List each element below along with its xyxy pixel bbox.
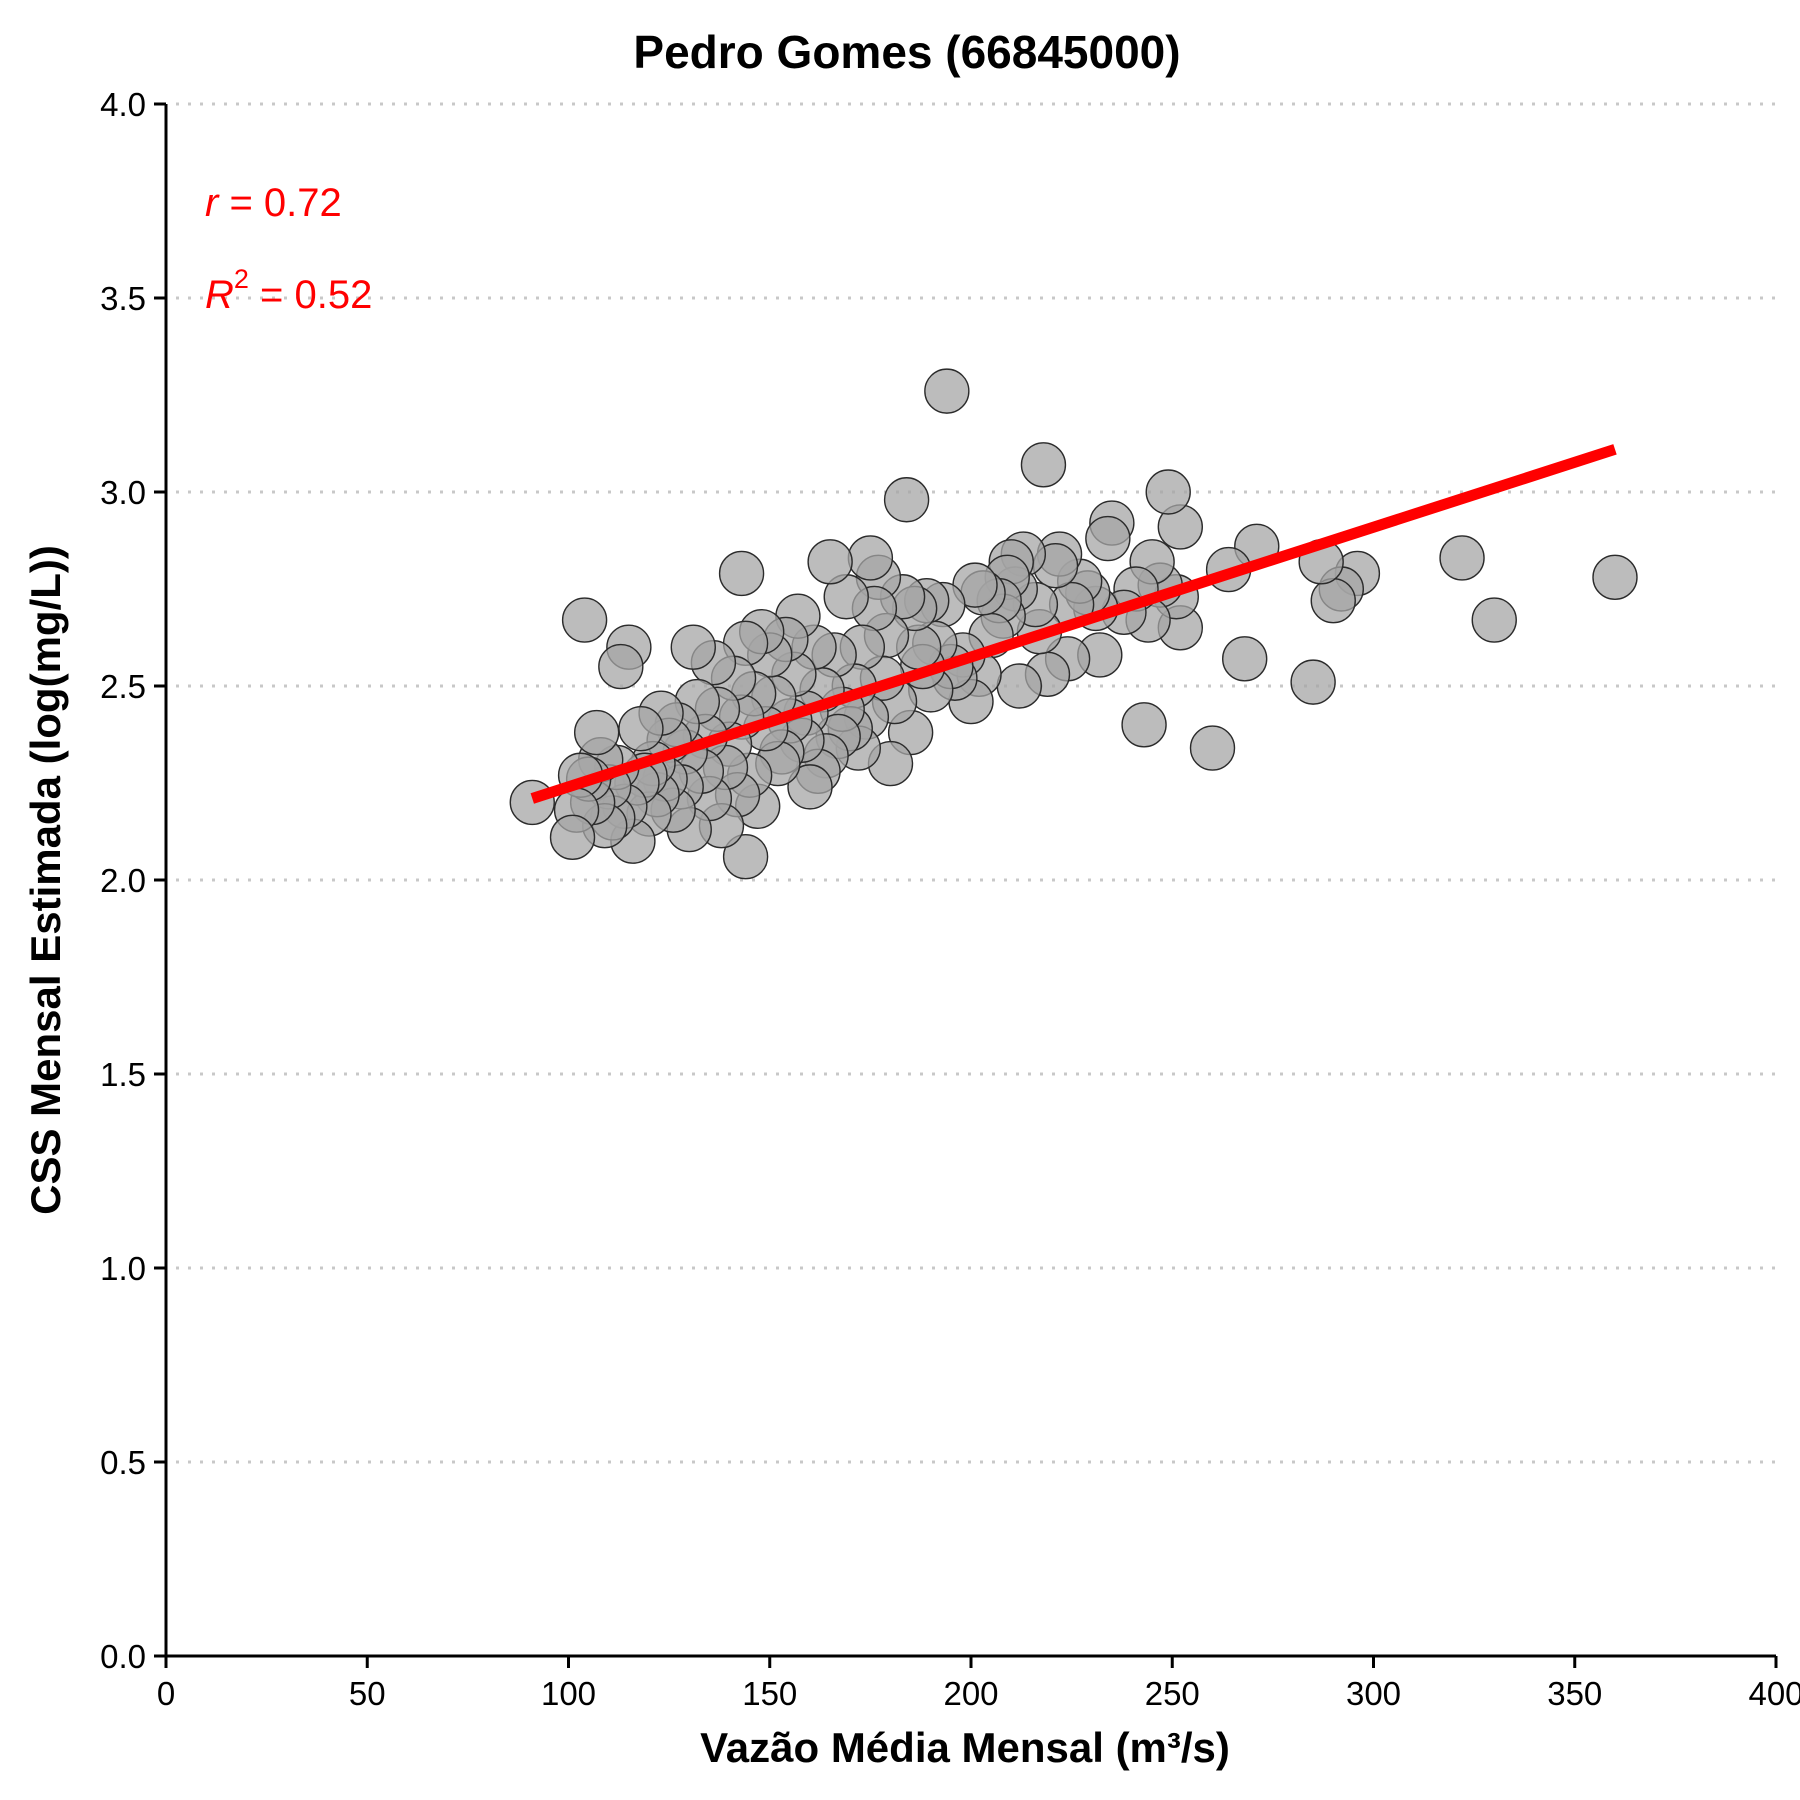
data-point xyxy=(1146,470,1190,514)
chart-title: Pedro Gomes (66845000) xyxy=(633,26,1180,78)
data-point xyxy=(925,369,969,413)
y-axis-label: CSS Mensal Estimada (log(mg/L)) xyxy=(22,545,69,1215)
x-tick-label: 150 xyxy=(742,1675,797,1712)
y-tick-label: 2.0 xyxy=(100,862,146,899)
y-axis-ticks: 0.0 0.5 1.0 1.5 2.0 2.5 3.0 3.5 4.0 xyxy=(100,86,166,1675)
x-axis-label: Vazão Média Mensal (m³/s) xyxy=(700,1724,1230,1771)
x-tick-label: 200 xyxy=(943,1675,998,1712)
y-tick-label: 0.0 xyxy=(100,1638,146,1675)
data-point xyxy=(1593,555,1637,599)
data-point xyxy=(671,625,715,669)
r2-symbol: R xyxy=(205,273,234,317)
y-tick-label: 1.5 xyxy=(100,1056,146,1093)
data-point xyxy=(1291,660,1335,704)
y-tick-label: 4.0 xyxy=(100,86,146,123)
data-point xyxy=(1191,726,1235,770)
data-point xyxy=(997,664,1041,708)
x-tick-label: 0 xyxy=(157,1675,175,1712)
y-tick-label: 2.5 xyxy=(100,668,146,705)
y-tick-label: 0.5 xyxy=(100,1444,146,1481)
data-point xyxy=(619,707,663,751)
y-tick-label: 1.0 xyxy=(100,1250,146,1287)
x-axis-ticks: 0 50 100 150 200 250 300 350 400 xyxy=(157,1656,1800,1712)
r-annotation: r = 0.72 xyxy=(205,181,342,225)
data-point xyxy=(885,478,929,522)
data-point xyxy=(1311,579,1355,623)
data-point xyxy=(1122,703,1166,747)
data-point xyxy=(1223,637,1267,681)
y-tick-label: 3.0 xyxy=(100,474,146,511)
data-point xyxy=(1472,598,1516,642)
r-value: = 0.72 xyxy=(218,181,341,225)
data-point xyxy=(1021,443,1065,487)
r2-exponent: 2 xyxy=(234,264,249,294)
x-tick-label: 100 xyxy=(541,1675,596,1712)
data-point xyxy=(563,598,607,642)
data-point xyxy=(510,780,554,824)
x-tick-label: 350 xyxy=(1547,1675,1602,1712)
r2-annotation: R2 = 0.52 xyxy=(205,264,372,317)
data-point xyxy=(720,551,764,595)
x-tick-label: 250 xyxy=(1145,1675,1200,1712)
data-point xyxy=(1086,517,1130,561)
data-point xyxy=(599,645,643,689)
x-tick-label: 300 xyxy=(1346,1675,1401,1712)
r2-value: = 0.52 xyxy=(249,273,372,317)
data-point xyxy=(575,711,619,755)
data-point xyxy=(551,815,595,859)
data-point xyxy=(848,536,892,580)
y-tick-label: 3.5 xyxy=(100,280,146,317)
data-point xyxy=(808,540,852,584)
data-point xyxy=(1440,536,1484,580)
x-tick-label: 400 xyxy=(1748,1675,1800,1712)
gridlines xyxy=(176,104,1776,1462)
regression-line xyxy=(532,449,1615,798)
x-tick-label: 50 xyxy=(349,1675,386,1712)
